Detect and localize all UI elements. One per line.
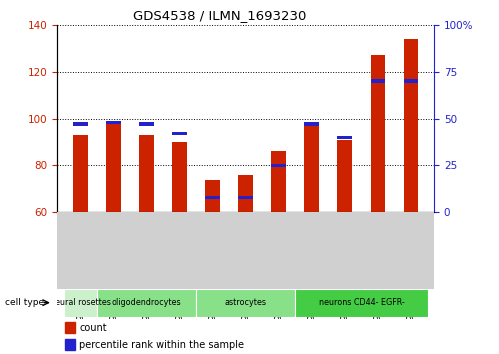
- Bar: [65, 339, 75, 350]
- Bar: [271, 164, 286, 167]
- Bar: [73, 122, 88, 126]
- Bar: [205, 196, 220, 199]
- Bar: [172, 132, 187, 135]
- Bar: [73, 135, 88, 212]
- Bar: [371, 79, 385, 83]
- Bar: [304, 126, 319, 212]
- Bar: [64, 289, 97, 317]
- Text: cell type: cell type: [4, 298, 44, 307]
- Bar: [205, 179, 220, 212]
- Text: percentile rank within the sample: percentile rank within the sample: [79, 340, 244, 350]
- Bar: [371, 55, 385, 212]
- Bar: [271, 152, 286, 212]
- Text: neurons CD44- EGFR-: neurons CD44- EGFR-: [318, 298, 404, 307]
- Bar: [106, 121, 121, 124]
- Bar: [239, 196, 253, 199]
- Bar: [106, 123, 121, 212]
- Text: neural rosettes: neural rosettes: [50, 298, 111, 307]
- Bar: [337, 136, 352, 139]
- Text: count: count: [79, 323, 107, 333]
- Bar: [404, 79, 419, 83]
- Bar: [172, 142, 187, 212]
- Bar: [304, 122, 319, 126]
- Bar: [239, 175, 253, 212]
- Text: oligodendrocytes: oligodendrocytes: [112, 298, 182, 307]
- Bar: [404, 39, 419, 212]
- Bar: [337, 140, 352, 212]
- Bar: [97, 289, 196, 317]
- Bar: [196, 289, 295, 317]
- Bar: [65, 322, 75, 333]
- Bar: [139, 135, 154, 212]
- Text: GDS4538 / ILMN_1693230: GDS4538 / ILMN_1693230: [133, 9, 306, 22]
- Bar: [139, 122, 154, 126]
- Text: astrocytes: astrocytes: [225, 298, 267, 307]
- Bar: [295, 289, 428, 317]
